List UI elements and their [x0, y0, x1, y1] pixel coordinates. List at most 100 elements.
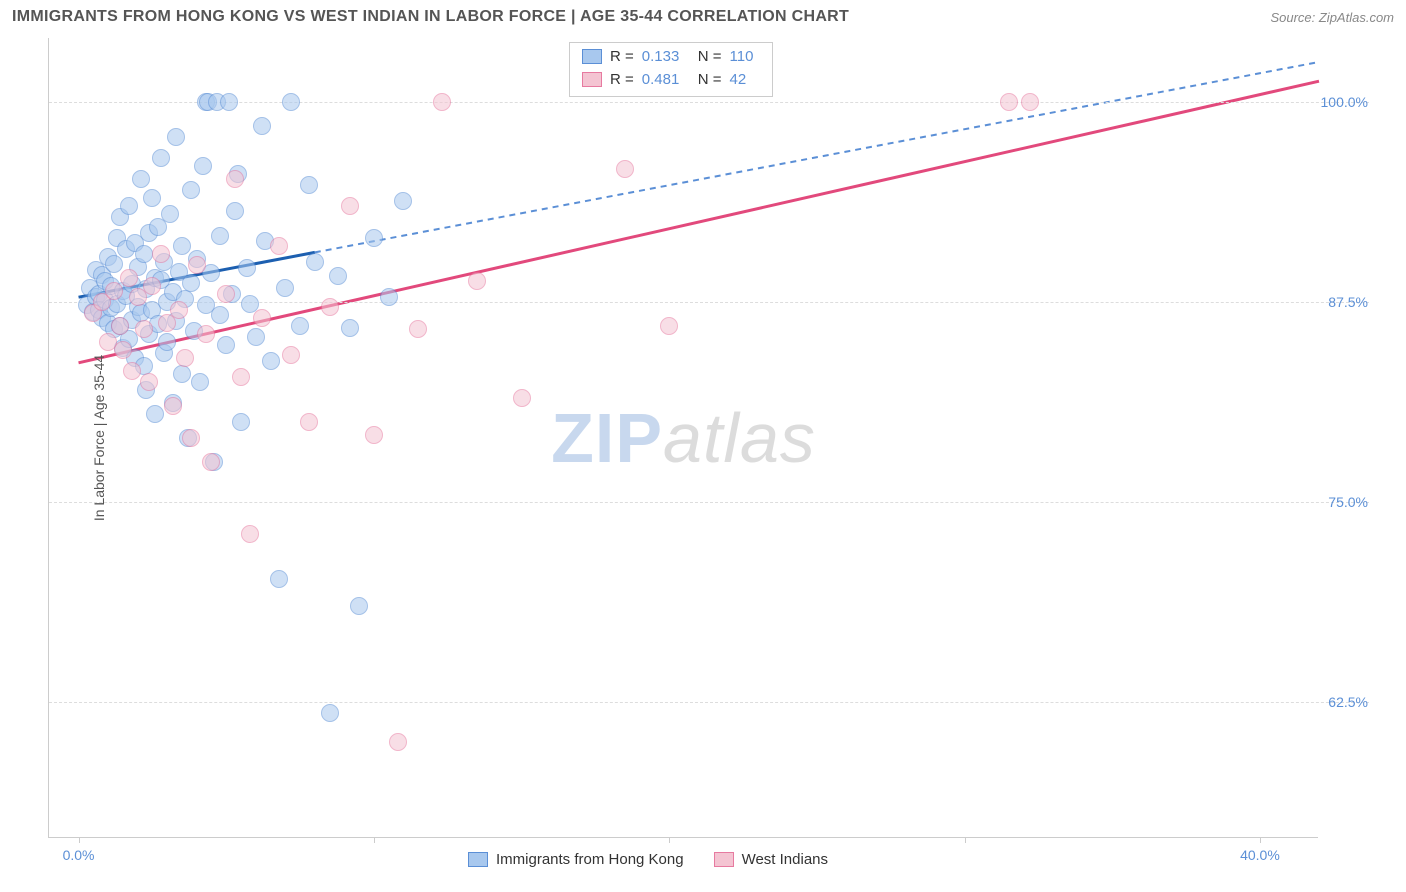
- data-point: [114, 341, 132, 359]
- data-point: [143, 189, 161, 207]
- data-point: [276, 279, 294, 297]
- data-point: [152, 245, 170, 263]
- data-point: [329, 267, 347, 285]
- legend-swatch: [468, 852, 488, 867]
- data-point: [135, 245, 153, 263]
- data-point: [161, 205, 179, 223]
- x-tick: [374, 837, 375, 843]
- data-point: [182, 429, 200, 447]
- legend-n-value: 110: [730, 45, 760, 68]
- legend-r-label: R =: [610, 45, 634, 68]
- data-point: [197, 325, 215, 343]
- data-point: [241, 525, 259, 543]
- data-point: [341, 197, 359, 215]
- data-point: [321, 704, 339, 722]
- legend-label: West Indians: [742, 851, 828, 868]
- data-point: [616, 160, 634, 178]
- watermark-atlas: atlas: [663, 399, 816, 477]
- data-point: [262, 352, 280, 370]
- x-tick-label: 0.0%: [63, 847, 95, 863]
- data-point: [282, 346, 300, 364]
- data-point: [321, 298, 339, 316]
- y-tick-label: 62.5%: [1328, 694, 1368, 710]
- legend-r-label: R =: [610, 68, 634, 91]
- data-point: [105, 255, 123, 273]
- data-point: [173, 365, 191, 383]
- data-point: [394, 192, 412, 210]
- data-point: [350, 597, 368, 615]
- data-point: [176, 349, 194, 367]
- legend-label: Immigrants from Hong Kong: [496, 851, 684, 868]
- data-point: [247, 328, 265, 346]
- watermark: ZIPatlas: [551, 398, 816, 478]
- data-point: [123, 362, 141, 380]
- data-point: [120, 269, 138, 287]
- legend-row: R =0.481N =42: [582, 68, 760, 91]
- data-point: [152, 149, 170, 167]
- y-tick-label: 87.5%: [1328, 294, 1368, 310]
- legend-row: R = 0.133 N = 110: [582, 45, 760, 68]
- data-point: [232, 368, 250, 386]
- legend-n-label: N =: [698, 45, 722, 68]
- data-point: [1021, 93, 1039, 111]
- data-point: [365, 229, 383, 247]
- x-tick: [965, 837, 966, 843]
- plot-area: ZIPatlas R =0.133N =110R =0.481N =42 62.…: [48, 38, 1318, 838]
- x-tick: [1260, 837, 1261, 843]
- legend-n-value: 42: [730, 68, 760, 91]
- data-point: [341, 319, 359, 337]
- data-point: [120, 197, 138, 215]
- data-point: [291, 317, 309, 335]
- legend-n-label: N =: [698, 68, 722, 91]
- x-tick: [669, 837, 670, 843]
- y-tick-label: 100.0%: [1321, 94, 1368, 110]
- data-point: [238, 259, 256, 277]
- data-point: [226, 170, 244, 188]
- data-point: [140, 373, 158, 391]
- correlation-legend: R =0.133N =110R =0.481N =42: [569, 42, 773, 97]
- legend-swatch: [714, 852, 734, 867]
- data-point: [188, 256, 206, 274]
- data-point: [270, 570, 288, 588]
- data-point: [513, 389, 531, 407]
- data-point: [173, 237, 191, 255]
- data-point: [253, 309, 271, 327]
- data-point: [194, 157, 212, 175]
- data-point: [202, 453, 220, 471]
- legend-swatch: [582, 72, 602, 87]
- data-point: [1000, 93, 1018, 111]
- data-point: [468, 272, 486, 290]
- data-point: [191, 373, 209, 391]
- data-point: [409, 320, 427, 338]
- watermark-zip: ZIP: [551, 399, 663, 477]
- y-tick-label: 75.0%: [1328, 494, 1368, 510]
- chart-title: IMMIGRANTS FROM HONG KONG VS WEST INDIAN…: [12, 8, 849, 26]
- x-tick-label: 40.0%: [1240, 847, 1280, 863]
- source-label: Source: ZipAtlas.com: [1270, 10, 1394, 25]
- data-point: [132, 170, 150, 188]
- trend-lines-svg: [49, 38, 1318, 837]
- data-point: [158, 333, 176, 351]
- x-tick: [79, 837, 80, 843]
- legend-item: Immigrants from Hong Kong: [468, 851, 684, 868]
- data-point: [105, 282, 123, 300]
- data-point: [380, 288, 398, 306]
- data-point: [182, 274, 200, 292]
- data-point: [217, 285, 235, 303]
- gridline: [49, 102, 1369, 103]
- data-point: [300, 413, 318, 431]
- series-legend: Immigrants from Hong Kong West Indians: [468, 851, 828, 868]
- data-point: [282, 93, 300, 111]
- data-point: [433, 93, 451, 111]
- data-point: [167, 128, 185, 146]
- data-point: [300, 176, 318, 194]
- data-point: [182, 181, 200, 199]
- gridline: [49, 702, 1369, 703]
- data-point: [306, 253, 324, 271]
- legend-r-value: 0.133: [642, 45, 690, 68]
- data-point: [270, 237, 288, 255]
- data-point: [217, 336, 235, 354]
- data-point: [211, 306, 229, 324]
- data-point: [135, 320, 153, 338]
- data-point: [143, 277, 161, 295]
